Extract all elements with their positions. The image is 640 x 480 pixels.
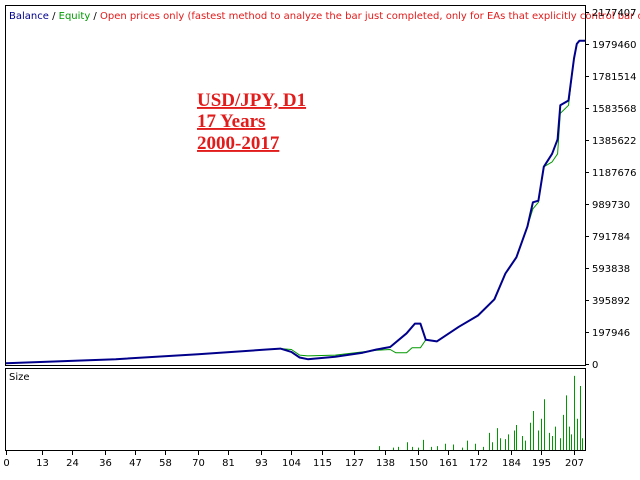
x-tick-label: 58 <box>159 458 172 469</box>
y-tick-label: 791784 <box>592 232 630 243</box>
x-tick-label: 13 <box>36 458 49 469</box>
x-tick-label: 207 <box>565 458 584 469</box>
y-tick-label: 593838 <box>592 264 630 275</box>
size-bars <box>379 375 583 450</box>
y-tick-label: 2177407 <box>592 8 637 19</box>
y-tick-label: 395892 <box>592 296 630 307</box>
annotation-symbol: USD/JPY, D1 <box>197 90 306 111</box>
y-tick-label: 1583568 <box>592 104 637 115</box>
legend-separator: / <box>49 11 59 22</box>
x-tick-label: 115 <box>313 458 332 469</box>
x-tick-label: 172 <box>469 458 488 469</box>
x-tick-label: 127 <box>345 458 364 469</box>
y-tick-label: 0 <box>592 360 598 371</box>
y-axis: 0 197946 395892 593838 791784 989730 1187676 13… <box>585 8 637 371</box>
x-tick-label: 184 <box>502 458 521 469</box>
y-tick-label: 1187676 <box>592 168 637 179</box>
size-panel-label: Size <box>9 372 30 383</box>
x-tick-label: 150 <box>409 458 428 469</box>
y-tick-label: 1781514 <box>592 72 637 83</box>
y-tick-label: 1979460 <box>592 40 637 51</box>
x-axis: 0 13 24 36 47 58 70 81 93 104 115 127 138 150 161 172 18… <box>3 451 584 469</box>
x-tick-label: 93 <box>255 458 268 469</box>
legend-equity: Equity <box>59 11 91 22</box>
series-lines <box>5 39 585 365</box>
y-tick-label: 1385622 <box>592 136 637 147</box>
x-tick-label: 138 <box>376 458 395 469</box>
x-tick-label: 47 <box>129 458 142 469</box>
y-tick-label: 989730 <box>592 200 630 211</box>
x-tick-label: 70 <box>192 458 205 469</box>
balance-series-line <box>5 39 585 365</box>
legend-balance: Balance <box>9 11 49 22</box>
x-tick-label: 104 <box>282 458 301 469</box>
x-tick-label: 161 <box>439 458 458 469</box>
x-tick-label: 195 <box>532 458 551 469</box>
legend-separator: / <box>90 11 100 22</box>
annotation-period: 17 Years <box>197 111 265 132</box>
annotation-years: 2000-2017 <box>197 133 280 154</box>
x-tick-label: 24 <box>66 458 79 469</box>
legend-testing-mode: Open prices only (fastest method to anal… <box>100 11 640 22</box>
x-tick-label: 36 <box>99 458 112 469</box>
chart-legend: Balance / Equity / Open prices only (fas… <box>9 11 640 22</box>
main-plot-frame <box>5 5 586 366</box>
x-tick-label: 0 <box>3 458 9 469</box>
y-tick-label: 197946 <box>592 328 630 339</box>
size-plot-frame <box>5 368 586 451</box>
x-tick-label: 81 <box>222 458 235 469</box>
